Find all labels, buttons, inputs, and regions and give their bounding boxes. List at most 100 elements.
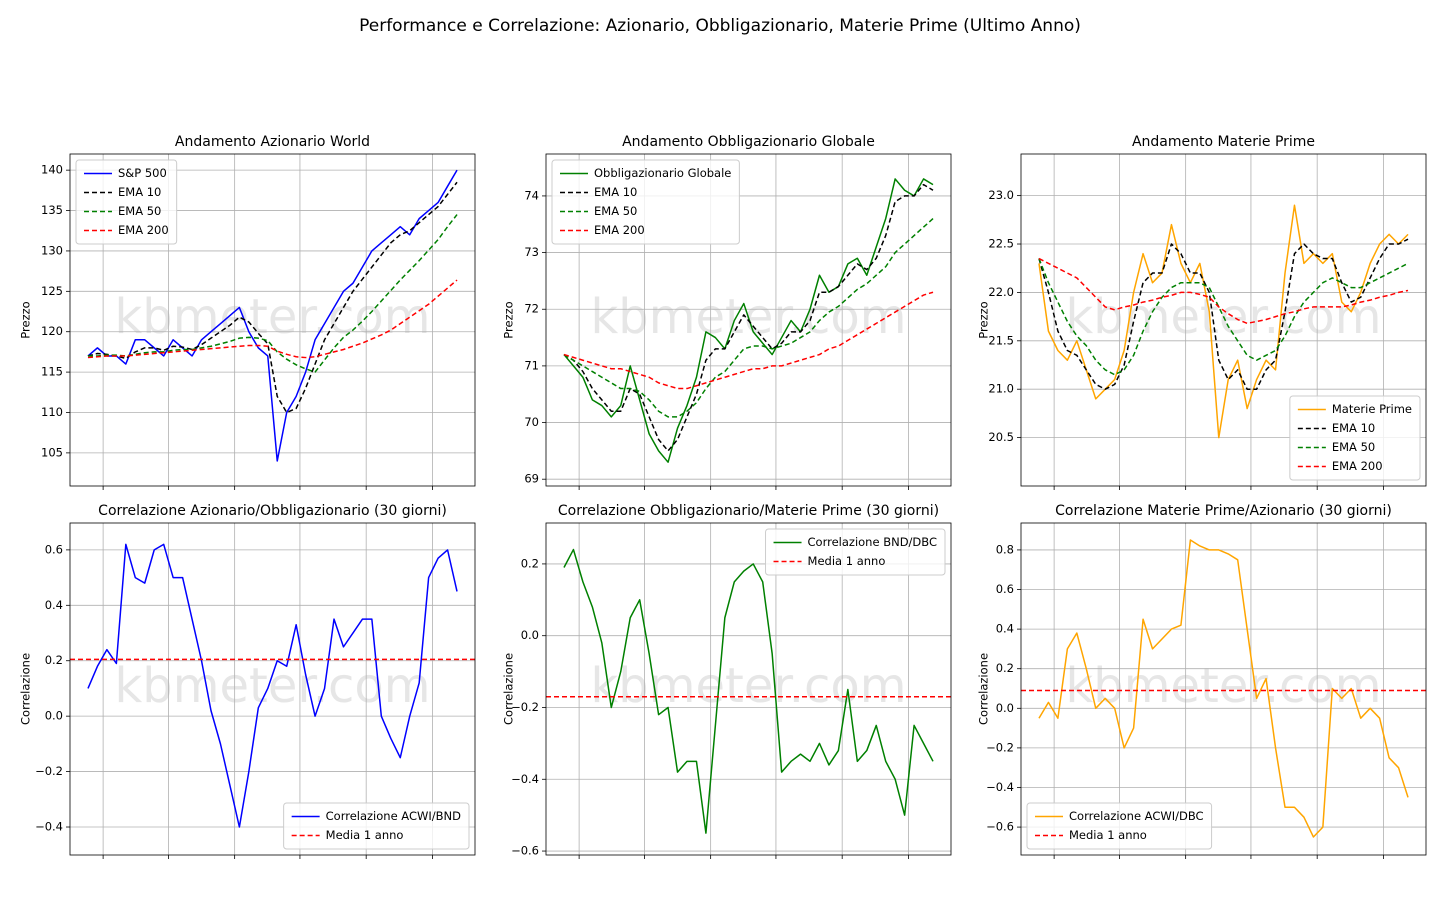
y-tick-label: 0.0 xyxy=(45,709,63,723)
legend-box xyxy=(1289,395,1421,481)
subplot: kbmeter.com −0.6 −0.4 −0.2 0.0 0.2 0.4 0.6 0.8 Co… xyxy=(977,503,1427,859)
legend-label: Media 1 anno xyxy=(326,828,404,842)
watermark: kbmeter.com xyxy=(590,658,906,714)
legend: S&P 500 EMA 10 EMA 50 EMA 200 xyxy=(75,159,178,245)
y-tick-label: −0.2 xyxy=(35,764,63,778)
watermark: kbmeter.com xyxy=(114,289,430,345)
legend-label: EMA 50 xyxy=(118,204,161,218)
series-line xyxy=(563,218,934,418)
y-tick-label: 73 xyxy=(524,245,539,259)
legend-label: EMA 10 xyxy=(594,185,637,199)
y-tick-label: 22.5 xyxy=(988,237,1014,251)
series-line xyxy=(87,543,458,828)
legend-label: Correlazione ACWI/DBC xyxy=(1069,809,1204,823)
legend-label: EMA 50 xyxy=(1332,440,1375,454)
y-tick-label: 70 xyxy=(524,415,539,429)
y-tick-label: 22.0 xyxy=(988,285,1014,299)
subplot-title: Correlazione Materie Prime/Azionario (30… xyxy=(1055,503,1392,519)
y-tick-label: −0.6 xyxy=(511,844,539,858)
y-tick-label: −0.6 xyxy=(986,820,1014,834)
series-line xyxy=(87,279,458,359)
axes-frame xyxy=(69,522,476,856)
legend-label: Correlazione BND/DBC xyxy=(808,535,937,549)
legend: Correlazione ACWI/DBC Media 1 anno xyxy=(1026,802,1213,850)
series-line xyxy=(563,291,934,390)
legend-label: S&P 500 xyxy=(118,166,167,180)
legend-label: Materie Prime xyxy=(1332,402,1412,416)
y-tick-label: 21.5 xyxy=(988,333,1014,347)
y-tick-label: 130 xyxy=(41,243,63,257)
y-tick-label: 72 xyxy=(524,302,539,316)
series-line xyxy=(563,548,934,834)
y-tick-label: −0.4 xyxy=(511,772,539,786)
figure-title: Performance e Correlazione: Azionario, O… xyxy=(359,16,1081,36)
series-line xyxy=(1038,238,1409,390)
legend-label: EMA 200 xyxy=(118,223,169,237)
y-tick-label: 115 xyxy=(41,365,63,379)
legend-box xyxy=(551,159,740,245)
y-axis-label: Correlazione xyxy=(977,653,991,725)
axes-frame xyxy=(545,522,952,856)
axes-frame xyxy=(545,153,952,487)
legend-label: EMA 200 xyxy=(1332,459,1383,473)
y-tick-label: 69 xyxy=(524,472,539,486)
y-tick-label: 0.0 xyxy=(996,701,1014,715)
y-tick-label: 0.0 xyxy=(521,628,539,642)
y-tick-label: 0.4 xyxy=(996,622,1014,636)
y-tick-label: 0.2 xyxy=(521,556,539,570)
legend-label: EMA 10 xyxy=(118,185,161,199)
legend-label: Media 1 anno xyxy=(808,554,886,568)
y-tick-label: 71 xyxy=(524,358,539,372)
series-line xyxy=(1038,257,1409,325)
series-line xyxy=(87,169,458,462)
legend-box xyxy=(765,528,946,576)
y-tick-label: 21.0 xyxy=(988,382,1014,396)
series-line xyxy=(563,178,934,463)
subplot: kbmeter.com 105 110 115 120 125 130 135 140 Andam… xyxy=(19,134,476,490)
subplot: kbmeter.com20.521.021.522.022.523.0Andam… xyxy=(977,134,1427,490)
y-tick-label: 105 xyxy=(41,445,63,459)
series-line xyxy=(1038,539,1409,838)
y-tick-label: 0.6 xyxy=(45,542,63,556)
series-line xyxy=(1038,258,1409,376)
y-tick-label: 135 xyxy=(41,203,63,217)
legend-label: Correlazione ACWI/BND xyxy=(326,809,461,823)
axes-frame xyxy=(69,153,476,487)
y-tick-label: 0.2 xyxy=(996,661,1014,675)
y-tick-label: 0.4 xyxy=(45,598,63,612)
legend-box xyxy=(283,802,470,850)
subplot-title: Andamento Materie Prime xyxy=(1132,134,1315,150)
y-axis-label: Correlazione xyxy=(502,653,516,725)
subplot-title: Andamento Obbligazionario Globale xyxy=(622,134,875,150)
legend-label: Obbligazionario Globale xyxy=(594,166,731,180)
subplot: kbmeter.com −0.6 −0.4 −0.2 0.0 0.2 Correlazion… xyxy=(502,503,952,859)
legend-label: EMA 200 xyxy=(594,223,645,237)
series-line xyxy=(87,181,458,414)
legend: Correlazione ACWI/BND Media 1 anno xyxy=(283,802,470,850)
y-tick-label: 0.2 xyxy=(45,653,63,667)
y-tick-label: 140 xyxy=(41,163,63,177)
legend-label: EMA 50 xyxy=(594,204,637,218)
y-tick-label: −0.4 xyxy=(986,780,1014,794)
legend: Obbligazionario Globale EMA 10 EMA 50 EMA 2… xyxy=(551,159,740,245)
subplot-title: Correlazione Azionario/Obbligazionario (… xyxy=(98,503,447,519)
subplot-title: Correlazione Obbligazionario/Materie Pri… xyxy=(558,503,939,519)
y-tick-label: −0.4 xyxy=(35,820,63,834)
series-line xyxy=(1038,204,1409,439)
y-tick-label: 0.6 xyxy=(996,582,1014,596)
y-tick-label: 125 xyxy=(41,284,63,298)
subplot-title: Andamento Azionario World xyxy=(175,134,370,150)
y-tick-label: −0.2 xyxy=(511,700,539,714)
subplot: kbmeter.com −0.4 −0.2 0.0 0.2 0.4 0.6 Correlazi… xyxy=(19,503,476,859)
y-tick-label: 110 xyxy=(41,405,63,419)
y-tick-label: 120 xyxy=(41,324,63,338)
series-line xyxy=(563,183,934,452)
y-tick-label: −0.2 xyxy=(986,740,1014,754)
legend-label: EMA 10 xyxy=(1332,421,1375,435)
axes-frame xyxy=(1020,153,1427,487)
legend: Materie Prime EMA 10 EMA 50 EMA 200 xyxy=(1289,395,1421,481)
y-axis-label: Correlazione xyxy=(19,653,33,725)
watermark: kbmeter.com xyxy=(1065,658,1381,714)
